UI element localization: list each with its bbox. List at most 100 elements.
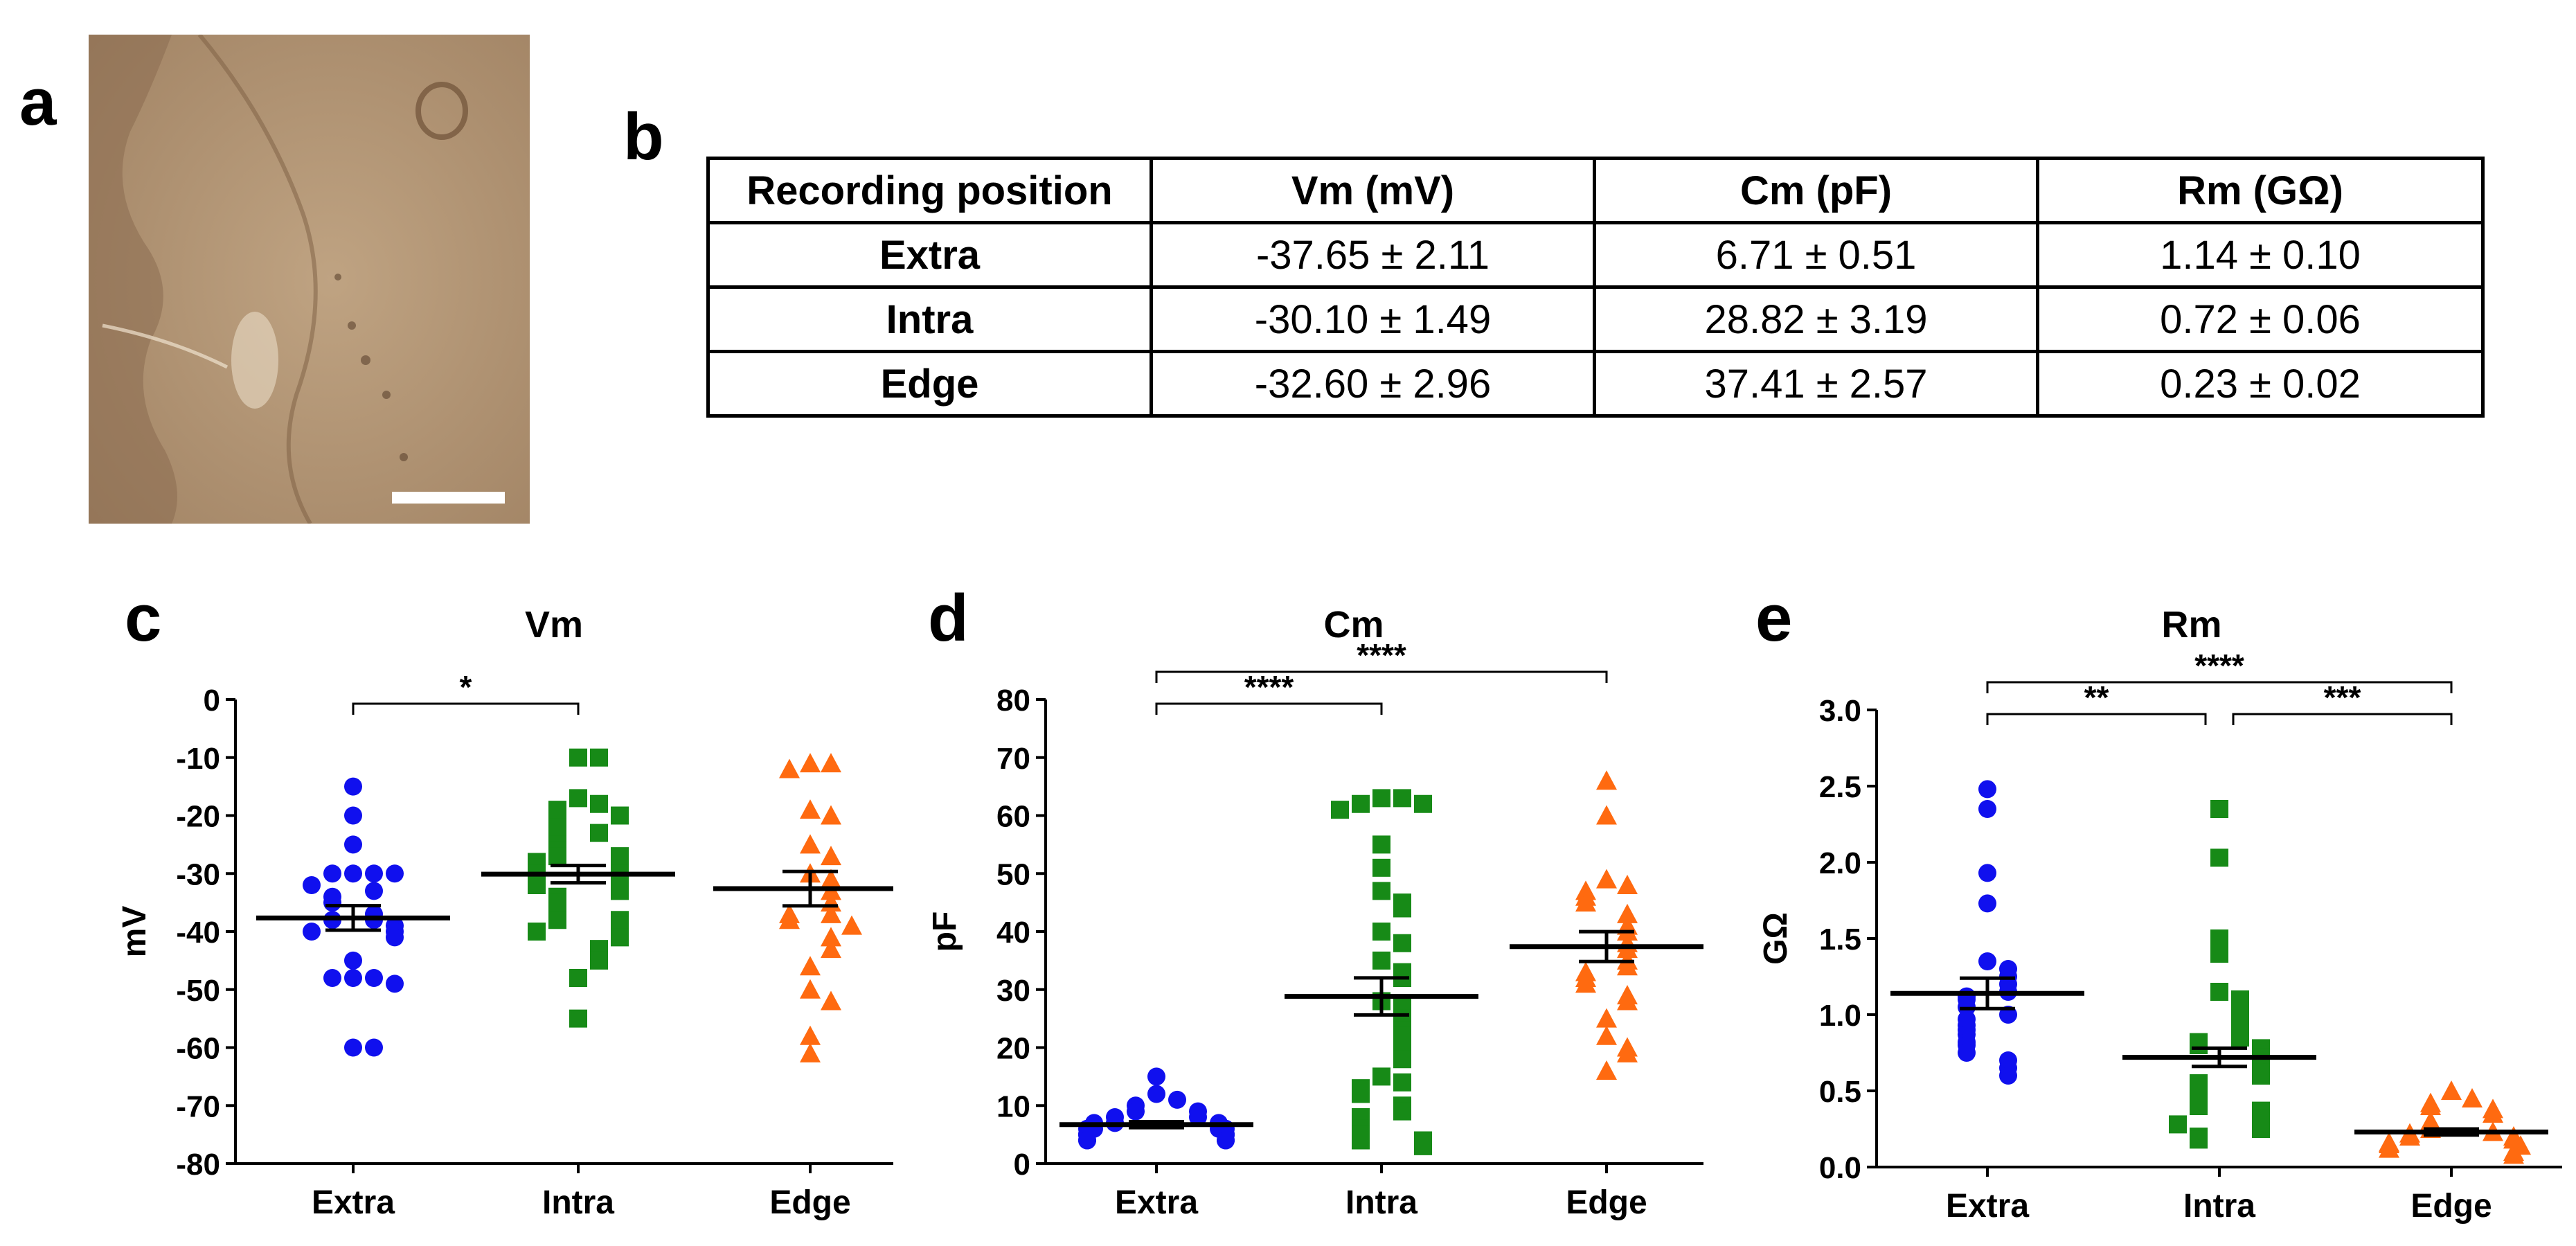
significance-bracket [1986,713,2207,725]
data-point-extra [323,969,341,987]
data-point-intra [569,748,587,767]
y-tick-label: -30 [176,857,220,891]
data-point-edge [821,990,841,1011]
y-tick-label: -80 [176,1148,220,1182]
scale-bar [392,492,505,504]
significance-label: ** [2084,679,2109,715]
x-tick-label: Extra [1115,1184,1198,1221]
x-tick-label: Intra [542,1184,614,1221]
data-point-extra [1978,800,1996,818]
data-point-edge [1596,1060,1617,1080]
data-point-extra [1958,1044,1976,1062]
data-point-edge [1617,956,1638,976]
cell-vm: -30.10 ± 1.49 [1150,285,1596,353]
significance-bracket [1155,702,1383,715]
data-point-extra [1999,1067,2017,1085]
significance-bracket [1986,681,2453,693]
significance-label: **** [1357,637,1406,673]
data-point-extra [344,777,362,796]
data-point-extra [323,893,341,912]
data-point-extra [365,969,383,987]
data-point-edge [821,846,841,866]
y-tick-label: 1.5 [1819,923,1861,956]
y-axis-label: pF [927,911,963,952]
cell-cm: 37.41 ± 2.57 [1593,350,2039,418]
data-point-intra [590,794,608,813]
data-point-edge [1596,1008,1617,1028]
header-recording-position: Recording position [706,157,1153,224]
significance-bracket [352,702,580,715]
data-point-intra [1352,794,1370,813]
chart-title: Rm [2161,604,2221,646]
data-point-edge [2462,1088,2483,1107]
data-point-intra [2252,1120,2270,1138]
data-point-intra [2210,929,2228,947]
data-point-intra [2190,1036,2208,1054]
y-tick-label: -20 [176,800,220,834]
row-label: Intra [706,285,1153,353]
y-tick-label: 20 [996,1032,1030,1066]
x-tick-label: Extra [312,1184,395,1221]
y-tick-label: 70 [996,742,1030,776]
data-point-intra [2231,1029,2249,1047]
data-point-intra [1372,951,1390,970]
x-tick-label: Edge [1566,1184,1647,1221]
significance-label: **** [2194,648,2244,684]
data-point-edge [779,758,800,778]
data-point-extra [1127,1102,1145,1121]
table-row: Edge -32.60 ± 2.96 37.41 ± 2.57 0.23 ± 0… [706,350,2485,418]
data-point-extra [365,882,383,900]
data-point-intra [2210,800,2228,818]
data-point-extra [344,806,362,825]
data-point-intra [611,928,629,947]
data-point-edge [2399,1126,2420,1146]
data-point-edge [800,799,821,819]
data-point-edge [2379,1138,2399,1158]
data-point-intra [548,911,566,929]
x-tick-label: Edge [2410,1188,2492,1225]
data-point-intra [2210,945,2228,963]
data-point-intra [1393,1050,1411,1069]
data-point-edge [2441,1080,2462,1100]
data-point-extra [1147,1085,1165,1103]
cell-vm: -37.65 ± 2.11 [1150,221,1596,289]
significance-label: * [460,669,472,705]
data-point-intra [569,969,587,987]
chart-cm-svg: Cm pF 0 10 20 30 40 50 60 70 80 Extra Intra Edge **** *… [927,604,1703,1221]
y-tick-label: 60 [996,800,1030,834]
y-tick-label: 80 [996,684,1030,718]
data-point-extra [344,951,362,970]
data-point-intra [1393,1102,1411,1121]
data-point-extra [1217,1131,1235,1150]
data-point-extra [365,864,383,883]
data-point-intra [569,789,587,808]
data-point-intra [528,923,546,941]
cell-rm: 0.72 ± 0.06 [2036,285,2485,353]
data-point-intra [1352,1085,1370,1103]
y-tick-label: 2.5 [1819,770,1861,804]
data-point-edge [800,753,821,773]
data-point-edge [1575,892,1596,912]
y-tick-label: 3.0 [1819,694,1861,728]
data-point-extra [1978,864,1996,882]
data-point-edge [800,834,821,854]
data-point-extra [1168,1090,1186,1109]
data-point-edge [1617,875,1638,894]
significance-bracket [1155,670,1608,683]
panel-label-c: c [125,581,162,655]
data-point-edge [800,979,821,999]
micrograph-image [89,35,530,524]
header-rm: Rm (GΩ) [2036,157,2485,224]
data-point-edge [1575,973,1596,993]
y-tick-label: 40 [996,916,1030,950]
data-point-edge [821,753,841,773]
data-point-intra [611,806,629,825]
data-point-extra [1147,1067,1165,1086]
data-point-edge [821,927,841,947]
significance-label: *** [2324,679,2361,715]
data-point-edge [1617,1042,1638,1062]
data-point-edge [1596,869,1617,889]
data-point-edge [821,869,841,889]
data-point-extra [1978,952,1996,970]
data-point-intra [2190,1097,2208,1115]
